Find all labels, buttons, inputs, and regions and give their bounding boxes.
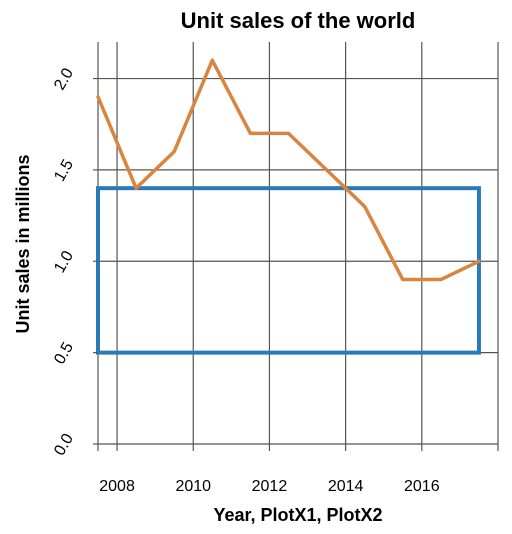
x-tick-label: 2016 [404, 478, 440, 495]
y-tick-label: 2.0 [51, 65, 77, 93]
x-tick-label: 2010 [175, 478, 211, 495]
x-tick-label: 2012 [252, 478, 288, 495]
data-point [286, 131, 290, 135]
data-point [134, 186, 138, 190]
x-axis-title: Year, PlotX1, PlotX2 [213, 505, 382, 525]
y-axis-title: Unit sales in millions [13, 154, 33, 333]
data-point [439, 278, 443, 282]
y-axis-ticks: 0.0 0.5 1.0 1.5 2.0 [51, 65, 98, 459]
data-point [172, 150, 176, 154]
data-point [363, 204, 367, 208]
y-tick-label: 0.0 [51, 431, 77, 459]
highlight-rectangle [96, 186, 481, 355]
x-axis-ticks: 2008 2010 2012 2014 2016 [97, 444, 499, 495]
y-tick-label: 0.5 [51, 339, 77, 367]
y-tick-label: 1.5 [51, 157, 77, 185]
x-tick-label: 2014 [328, 478, 364, 495]
x-tick-label: 2008 [99, 478, 135, 495]
data-point [96, 95, 100, 99]
data-point [401, 278, 405, 282]
data-point [477, 259, 481, 263]
data-point [248, 131, 252, 135]
series-layer [96, 58, 481, 282]
gridlines [97, 42, 499, 445]
data-point [210, 58, 214, 62]
data-point [325, 168, 329, 172]
chart-title: Unit sales of the world [181, 8, 416, 33]
y-tick-label: 1.0 [51, 248, 77, 276]
annotations [96, 186, 481, 355]
